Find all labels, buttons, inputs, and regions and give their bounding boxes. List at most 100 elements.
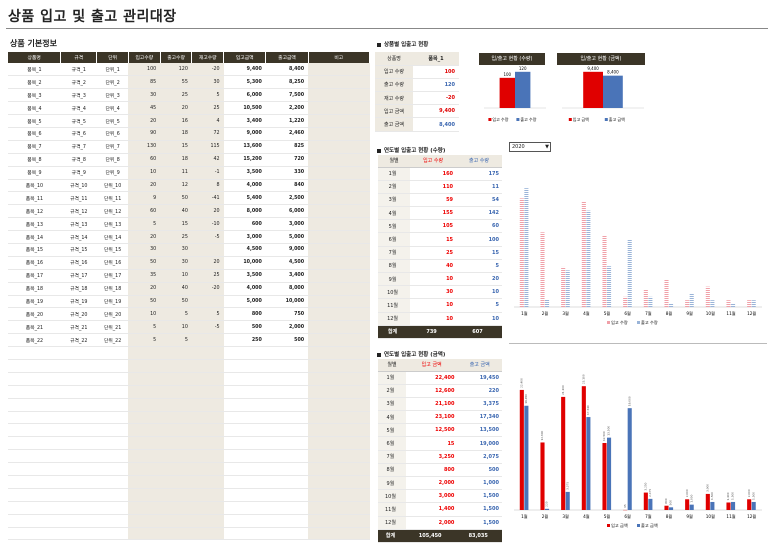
table-cell[interactable] bbox=[266, 424, 308, 437]
table-cell[interactable] bbox=[266, 411, 308, 424]
table-cell[interactable]: 품목_12 bbox=[8, 205, 61, 218]
table-cell[interactable]: 규격_5 bbox=[61, 115, 97, 128]
table-cell[interactable]: 규격_11 bbox=[61, 192, 97, 205]
table-cell[interactable]: 2,200 bbox=[266, 102, 308, 115]
table-cell[interactable] bbox=[308, 463, 369, 476]
year-select[interactable]: 2020▼ bbox=[509, 142, 551, 152]
table-cell[interactable]: 규격_22 bbox=[61, 334, 97, 347]
table-cell[interactable]: 규격_16 bbox=[61, 256, 97, 269]
table-cell[interactable]: 단위_5 bbox=[97, 115, 129, 128]
table-cell[interactable] bbox=[308, 63, 369, 76]
table-cell[interactable] bbox=[308, 424, 369, 437]
table-cell[interactable]: 5 bbox=[192, 308, 224, 321]
table-cell[interactable]: 5,300 bbox=[224, 76, 266, 89]
table-cell[interactable]: -20 bbox=[192, 63, 224, 76]
table-cell[interactable] bbox=[266, 437, 308, 450]
table-cell[interactable]: 8,250 bbox=[266, 76, 308, 89]
table-cell[interactable] bbox=[61, 398, 97, 411]
table-cell[interactable] bbox=[266, 501, 308, 514]
table-cell[interactable] bbox=[224, 450, 266, 463]
table-cell[interactable]: 4,500 bbox=[224, 243, 266, 256]
table-cell[interactable] bbox=[61, 347, 97, 360]
table-cell[interactable]: 규격_15 bbox=[61, 243, 97, 256]
table-cell[interactable] bbox=[8, 488, 61, 501]
table-cell[interactable] bbox=[308, 179, 369, 192]
product-select-value[interactable]: 품목_1 bbox=[413, 52, 459, 65]
table-cell[interactable]: 품목_18 bbox=[8, 282, 61, 295]
table-cell[interactable] bbox=[160, 514, 192, 527]
table-cell[interactable] bbox=[266, 476, 308, 489]
table-cell[interactable]: 단위_15 bbox=[97, 243, 129, 256]
table-cell[interactable] bbox=[8, 411, 61, 424]
table-cell[interactable] bbox=[266, 372, 308, 385]
table-cell[interactable]: 단위_20 bbox=[97, 308, 129, 321]
table-cell[interactable] bbox=[192, 476, 224, 489]
table-cell[interactable]: 840 bbox=[266, 179, 308, 192]
table-cell[interactable]: 13,600 bbox=[224, 140, 266, 153]
table-cell[interactable]: 단위_11 bbox=[97, 192, 129, 205]
table-cell[interactable]: 5,400 bbox=[224, 192, 266, 205]
table-cell[interactable]: 규격_4 bbox=[61, 102, 97, 115]
table-cell[interactable] bbox=[128, 398, 160, 411]
table-cell[interactable] bbox=[97, 398, 129, 411]
table-cell[interactable] bbox=[192, 411, 224, 424]
table-cell[interactable]: 20 bbox=[160, 102, 192, 115]
table-cell[interactable]: 7,500 bbox=[266, 89, 308, 102]
table-cell[interactable] bbox=[308, 282, 369, 295]
table-cell[interactable]: 단위_4 bbox=[97, 102, 129, 115]
table-cell[interactable] bbox=[160, 411, 192, 424]
table-cell[interactable] bbox=[8, 424, 61, 437]
table-cell[interactable]: 25 bbox=[192, 269, 224, 282]
table-cell[interactable] bbox=[308, 476, 369, 489]
table-cell[interactable]: 규격_19 bbox=[61, 295, 97, 308]
table-cell[interactable]: -5 bbox=[192, 321, 224, 334]
table-cell[interactable] bbox=[192, 243, 224, 256]
table-cell[interactable]: 9,400 bbox=[224, 63, 266, 76]
table-cell[interactable]: -5 bbox=[192, 231, 224, 244]
table-cell[interactable]: 6,000 bbox=[224, 89, 266, 102]
table-cell[interactable]: 단위_12 bbox=[97, 205, 129, 218]
table-cell[interactable]: 40 bbox=[160, 205, 192, 218]
table-cell[interactable] bbox=[160, 347, 192, 360]
table-cell[interactable]: 규격_6 bbox=[61, 127, 97, 140]
table-cell[interactable] bbox=[266, 527, 308, 540]
table-cell[interactable]: 5 bbox=[160, 308, 192, 321]
table-cell[interactable]: 10,000 bbox=[224, 256, 266, 269]
table-cell[interactable]: 35 bbox=[128, 269, 160, 282]
table-cell[interactable]: 규격_8 bbox=[61, 153, 97, 166]
table-cell[interactable] bbox=[61, 411, 97, 424]
table-cell[interactable]: 720 bbox=[266, 153, 308, 166]
table-cell[interactable]: 규격_18 bbox=[61, 282, 97, 295]
table-cell[interactable]: 3,500 bbox=[224, 166, 266, 179]
table-cell[interactable]: 3,000 bbox=[224, 231, 266, 244]
table-cell[interactable]: 2,500 bbox=[266, 192, 308, 205]
table-cell[interactable] bbox=[128, 359, 160, 372]
table-cell[interactable]: 단위_7 bbox=[97, 140, 129, 153]
table-cell[interactable]: 품목_9 bbox=[8, 166, 61, 179]
table-cell[interactable]: 8,000 bbox=[266, 282, 308, 295]
table-cell[interactable] bbox=[128, 424, 160, 437]
table-cell[interactable] bbox=[160, 501, 192, 514]
table-cell[interactable]: 600 bbox=[224, 218, 266, 231]
table-cell[interactable]: 규격_12 bbox=[61, 205, 97, 218]
table-cell[interactable]: 단위_21 bbox=[97, 321, 129, 334]
table-cell[interactable] bbox=[308, 411, 369, 424]
table-cell[interactable] bbox=[128, 501, 160, 514]
table-cell[interactable]: 품목_7 bbox=[8, 140, 61, 153]
table-cell[interactable]: 규격_2 bbox=[61, 76, 97, 89]
table-cell[interactable] bbox=[266, 514, 308, 527]
table-cell[interactable] bbox=[192, 385, 224, 398]
table-cell[interactable]: 18 bbox=[160, 153, 192, 166]
table-cell[interactable]: 단위_10 bbox=[97, 179, 129, 192]
table-cell[interactable]: 5 bbox=[128, 334, 160, 347]
table-cell[interactable]: 4,000 bbox=[224, 179, 266, 192]
table-cell[interactable] bbox=[308, 115, 369, 128]
table-cell[interactable]: 5 bbox=[128, 321, 160, 334]
table-cell[interactable]: 규격_7 bbox=[61, 140, 97, 153]
table-cell[interactable]: 100 bbox=[128, 63, 160, 76]
table-cell[interactable] bbox=[97, 501, 129, 514]
table-cell[interactable] bbox=[266, 463, 308, 476]
table-cell[interactable]: 16 bbox=[160, 115, 192, 128]
table-cell[interactable] bbox=[224, 488, 266, 501]
table-cell[interactable]: 500 bbox=[266, 334, 308, 347]
